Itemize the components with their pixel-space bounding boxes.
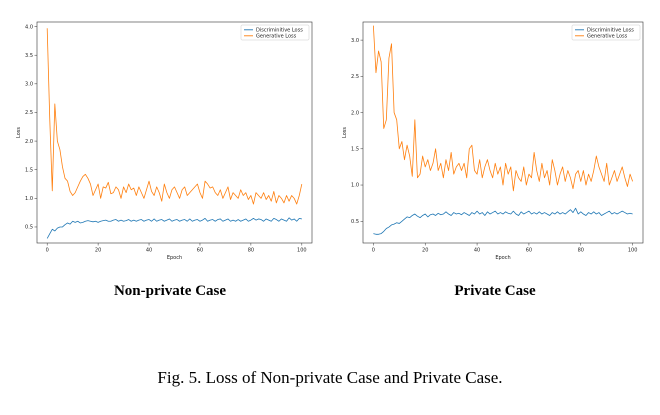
non-private-legend-label-discriminitive: Discriminitive Loss <box>256 28 303 34</box>
private-discriminitive-loss-line <box>373 207 633 235</box>
non-private-chart-title: Non-private Case <box>113 283 227 299</box>
non-private-y-tick-label: 1.0 <box>25 196 33 202</box>
private-y-tick-label: 2.0 <box>351 110 359 116</box>
non-private-plot-frame <box>36 21 313 244</box>
non-private-x-tick-label: 0 <box>46 248 49 254</box>
private-y-tick-label: 1.5 <box>351 147 359 153</box>
non-private-generative-loss-line <box>46 28 303 205</box>
private-plot-frame <box>362 21 644 244</box>
non-private-x-tick-label: 80 <box>248 248 254 254</box>
private-x-tick-label: 80 <box>578 248 584 254</box>
non-private-y-tick-label: 2.5 <box>25 110 33 116</box>
private-x-tick-label: 100 <box>628 248 638 254</box>
private-x-tick-label: 0 <box>372 248 375 254</box>
figure-caption: Fig. 5. Loss of Non-private Case and Pri… <box>157 368 503 387</box>
private-x-tick-label: 60 <box>526 248 532 254</box>
private-y-tick-label: 3.0 <box>351 38 359 44</box>
non-private-x-tick-label: 40 <box>146 248 152 254</box>
non-private-x-axis-label: Epoch <box>167 255 182 261</box>
private-x-axis-label: Epoch <box>495 255 510 261</box>
private-legend-label-discriminitive: Discriminitive Loss <box>587 28 634 34</box>
private-generative-loss-line <box>372 25 634 192</box>
non-private-chart: 0 20 40 60 80 100 0.5 1.0 1.5 2.0 2.5 3.0 3.5 4.0 Epoc… <box>16 21 313 261</box>
non-private-legend-label-generative: Generative Loss <box>256 34 297 40</box>
private-chart-title: Private Case <box>454 283 536 299</box>
non-private-y-tick-label: 3.5 <box>25 53 33 59</box>
private-x-tick-label: 20 <box>422 248 428 254</box>
non-private-legend <box>240 24 310 41</box>
private-y-tick-label: 2.5 <box>351 74 359 80</box>
private-chart: 0 20 40 60 80 100 0.5 1.0 1.5 2.0 2.5 3.0 Epoch Loss D… <box>342 21 644 261</box>
private-y-tick-label: 1.0 <box>351 183 359 189</box>
non-private-y-tick-label: 0.5 <box>25 225 33 231</box>
private-y-axis-label: Loss <box>342 127 348 138</box>
private-legend <box>571 24 641 41</box>
private-legend-label-generative: Generative Loss <box>587 34 628 40</box>
non-private-x-tick-label: 100 <box>297 248 307 254</box>
non-private-y-axis-label: Loss <box>16 127 22 138</box>
private-x-tick-label: 40 <box>474 248 480 254</box>
non-private-y-tick-label: 4.0 <box>25 24 33 30</box>
non-private-x-tick-label: 20 <box>95 248 101 254</box>
private-y-tick-label: 0.5 <box>351 219 359 225</box>
non-private-y-tick-label: 2.0 <box>25 139 33 145</box>
non-private-y-tick-label: 3.0 <box>25 82 33 88</box>
non-private-discriminitive-loss-line <box>46 217 302 239</box>
non-private-x-tick-label: 60 <box>197 248 203 254</box>
non-private-y-tick-label: 1.5 <box>25 167 33 173</box>
